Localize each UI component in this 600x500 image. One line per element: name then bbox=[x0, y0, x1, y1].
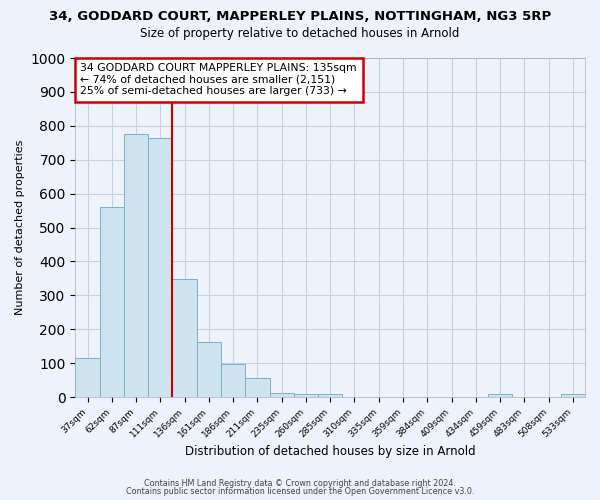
Bar bbox=[269, 392, 294, 397]
Text: 34, GODDARD COURT, MAPPERLEY PLAINS, NOTTINGHAM, NG3 5RP: 34, GODDARD COURT, MAPPERLEY PLAINS, NOT… bbox=[49, 10, 551, 23]
Bar bbox=[124, 134, 148, 397]
Bar bbox=[148, 138, 172, 397]
Y-axis label: Number of detached properties: Number of detached properties bbox=[15, 140, 25, 316]
Text: Size of property relative to detached houses in Arnold: Size of property relative to detached ho… bbox=[140, 28, 460, 40]
Bar bbox=[561, 394, 585, 397]
Bar bbox=[100, 207, 124, 397]
Bar bbox=[488, 394, 512, 397]
Text: 34 GODDARD COURT MAPPERLEY PLAINS: 135sqm
← 74% of detached houses are smaller (: 34 GODDARD COURT MAPPERLEY PLAINS: 135sq… bbox=[80, 63, 357, 96]
Bar bbox=[197, 342, 221, 397]
Text: Contains HM Land Registry data © Crown copyright and database right 2024.: Contains HM Land Registry data © Crown c… bbox=[144, 478, 456, 488]
Text: Contains public sector information licensed under the Open Government Licence v3: Contains public sector information licen… bbox=[126, 487, 474, 496]
Bar bbox=[245, 378, 269, 397]
Bar bbox=[294, 394, 318, 397]
Bar bbox=[221, 364, 245, 397]
X-axis label: Distribution of detached houses by size in Arnold: Distribution of detached houses by size … bbox=[185, 444, 476, 458]
Bar bbox=[76, 358, 100, 397]
Bar bbox=[318, 394, 343, 397]
Bar bbox=[172, 279, 197, 397]
